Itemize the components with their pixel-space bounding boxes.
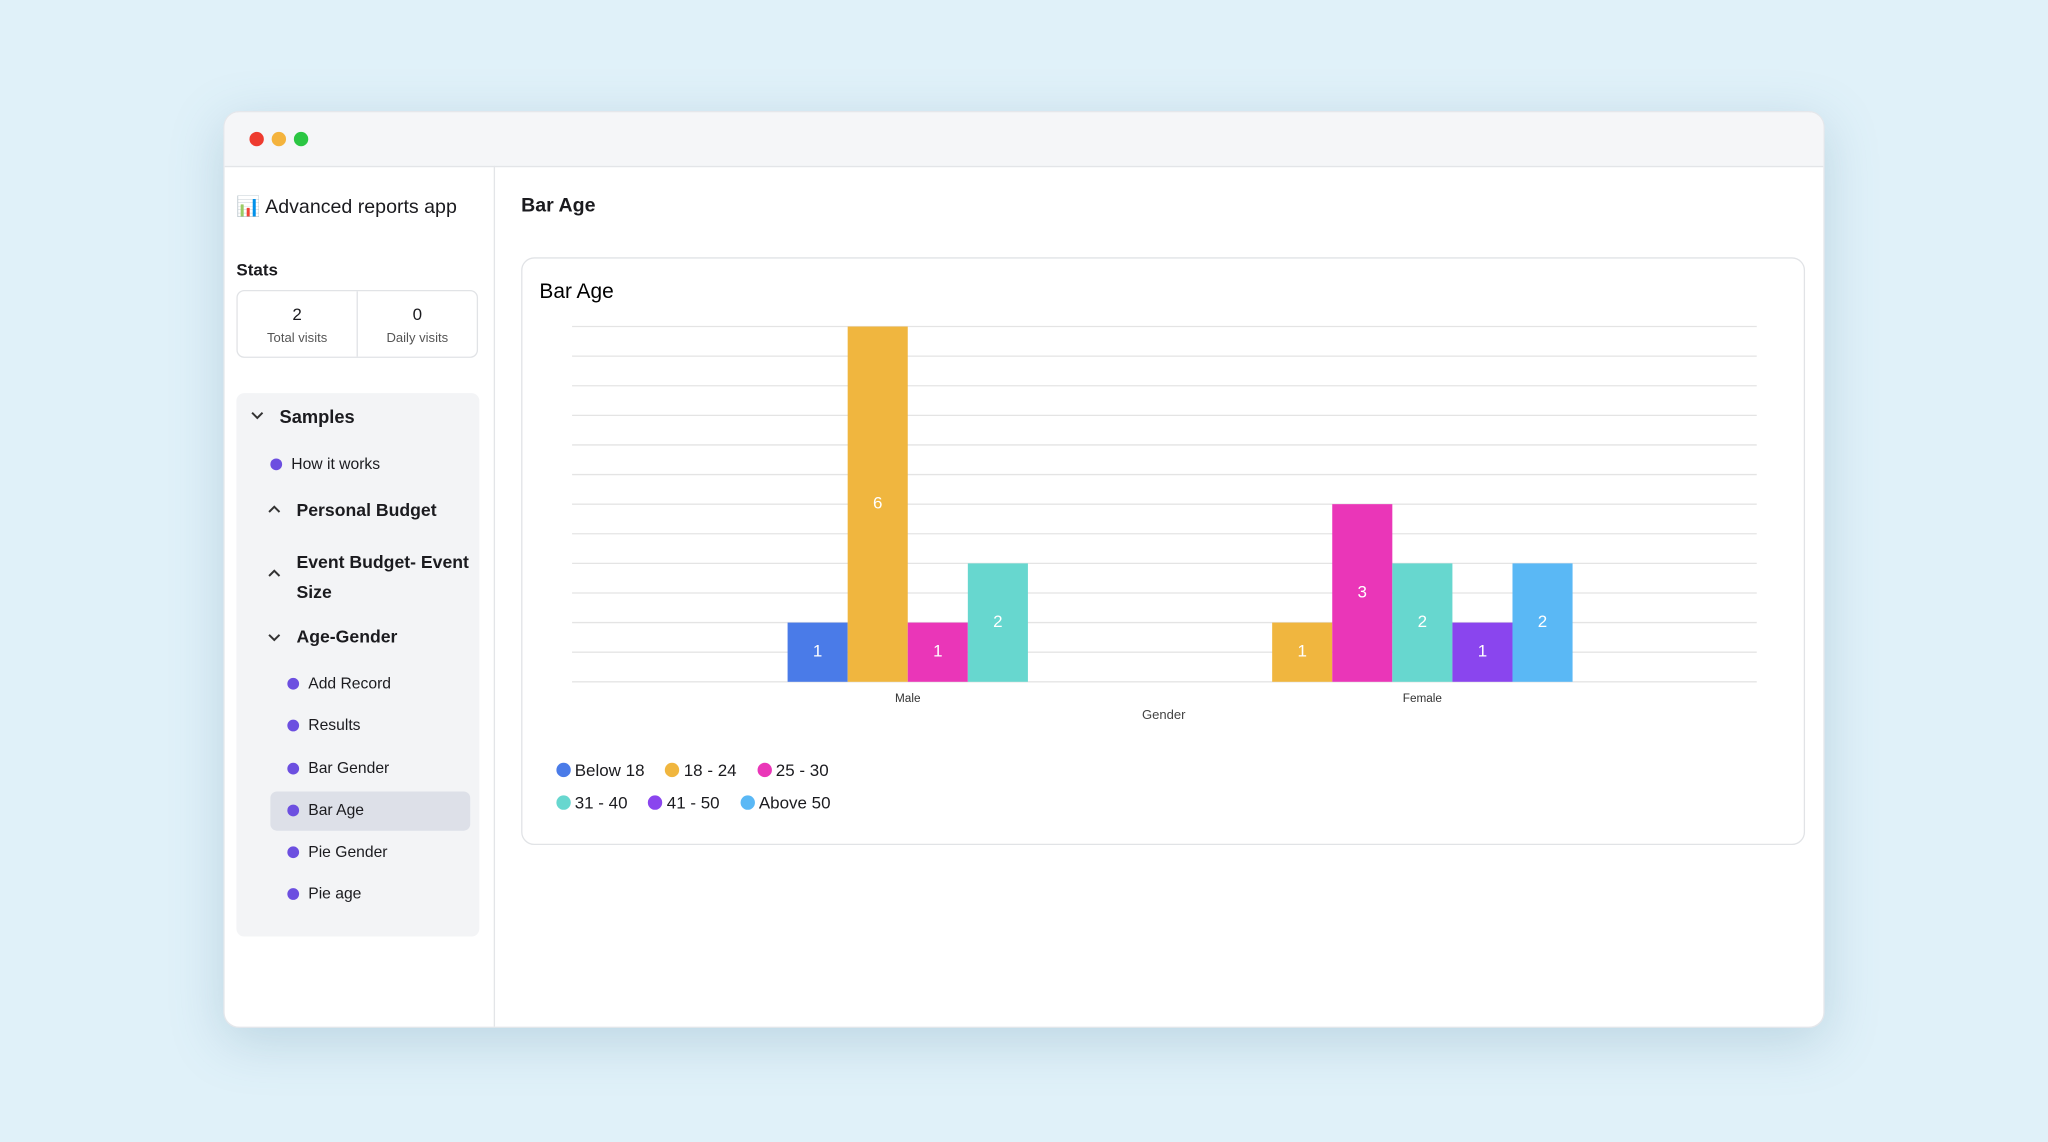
chart-title: Bar Age [539,280,613,303]
bar [1332,504,1393,682]
legend-label: 41 - 50 [666,792,720,813]
bar [1392,563,1453,682]
window: 📊 Advanced reports app Stats 2 Total vis… [223,111,1825,1028]
bar [1272,622,1333,682]
x-tick-label: Female [1403,692,1443,705]
close-button[interactable] [249,131,264,147]
chart: Bar Age Gender Male 1 6 1 2 Female 1 3 2 1 2 [539,280,1757,722]
title-bar [224,112,1824,168]
legend-item[interactable]: 41 - 50 [648,792,720,813]
data-label: 1 [1478,642,1487,661]
legend-item[interactable]: 31 - 40 [556,792,628,813]
legend-swatch [757,762,772,778]
data-label: 1 [1297,642,1306,661]
data-label: 2 [1418,612,1427,631]
bullet [270,458,283,471]
legend-item[interactable]: Below 18 [556,760,645,780]
nav-item[interactable]: Add Record [308,673,392,693]
maximize-button[interactable] [293,131,309,147]
sidebar: 📊 Advanced reports app Stats 2 Total vis… [225,165,496,1027]
bar [1452,622,1513,682]
legend: Below 18 18 - 24 25 - 30 31 - 40 41 - 50 Abov… [556,760,869,812]
chevrons [251,412,281,642]
data-label: 1 [933,642,942,661]
bar [907,622,968,682]
stat-value: 2 [292,304,302,324]
data-label: 2 [993,612,1002,631]
nav-group[interactable]: Personal Budget [296,500,437,520]
nav-item[interactable]: Results [308,715,361,735]
chart-card: Bar Age Gender Male 1 6 1 2 Female 1 3 2 1 2 Below… [521,257,1806,846]
legend-label: Above 50 [758,792,831,813]
legend-swatch [648,795,663,810]
x-axis-label: Gender [1142,707,1186,722]
legend-item[interactable]: 25 - 30 [757,760,829,780]
legend-label: Below 18 [574,760,645,780]
stats-heading: Stats [236,259,278,280]
app-title: 📊 Advanced reports app [236,195,457,219]
legend-swatch [665,762,680,778]
page-title: Bar Age [521,194,596,217]
nav-item[interactable]: Pie Gender [308,842,388,861]
bar [1512,563,1573,682]
legend-swatch [556,795,571,810]
stats-box: 2 Total visits 0 Daily visits [236,289,479,358]
legend-label: 18 - 24 [683,760,737,780]
data-label: 1 [813,642,822,661]
legend-label: 25 - 30 [775,760,829,780]
divider [356,291,358,357]
nav-item[interactable]: How it works [291,454,381,473]
nav-panel: Samples How it works Personal Budget Eve… [236,393,480,937]
data-label: 2 [1538,612,1547,631]
legend-swatch [740,795,755,810]
selected-highlight [270,791,471,831]
nav-group[interactable]: Age-Gender [296,626,398,647]
nav-item[interactable]: Pie age [308,884,362,903]
nav-group[interactable]: Samples [279,406,355,428]
legend-item[interactable]: Above 50 [740,792,831,813]
legend-item[interactable]: 18 - 24 [665,760,737,780]
bar [847,326,908,682]
stat-label: Daily visits [386,331,449,347]
nav-group[interactable]: Event Budget- Event Size [296,552,469,603]
bar [787,622,848,682]
data-label: 3 [1358,582,1367,601]
data-label: 6 [873,494,882,513]
x-tick-label: Male [895,692,921,705]
nav-item[interactable]: Bar Gender [308,758,390,778]
stat-value: 0 [412,304,423,324]
stat-label: Total visits [267,331,328,347]
nav-item[interactable]: Bar Age [308,800,365,819]
bar [967,563,1028,682]
legend-label: 31 - 40 [574,792,628,813]
minimize-button[interactable] [271,131,287,147]
legend-swatch [556,762,571,778]
